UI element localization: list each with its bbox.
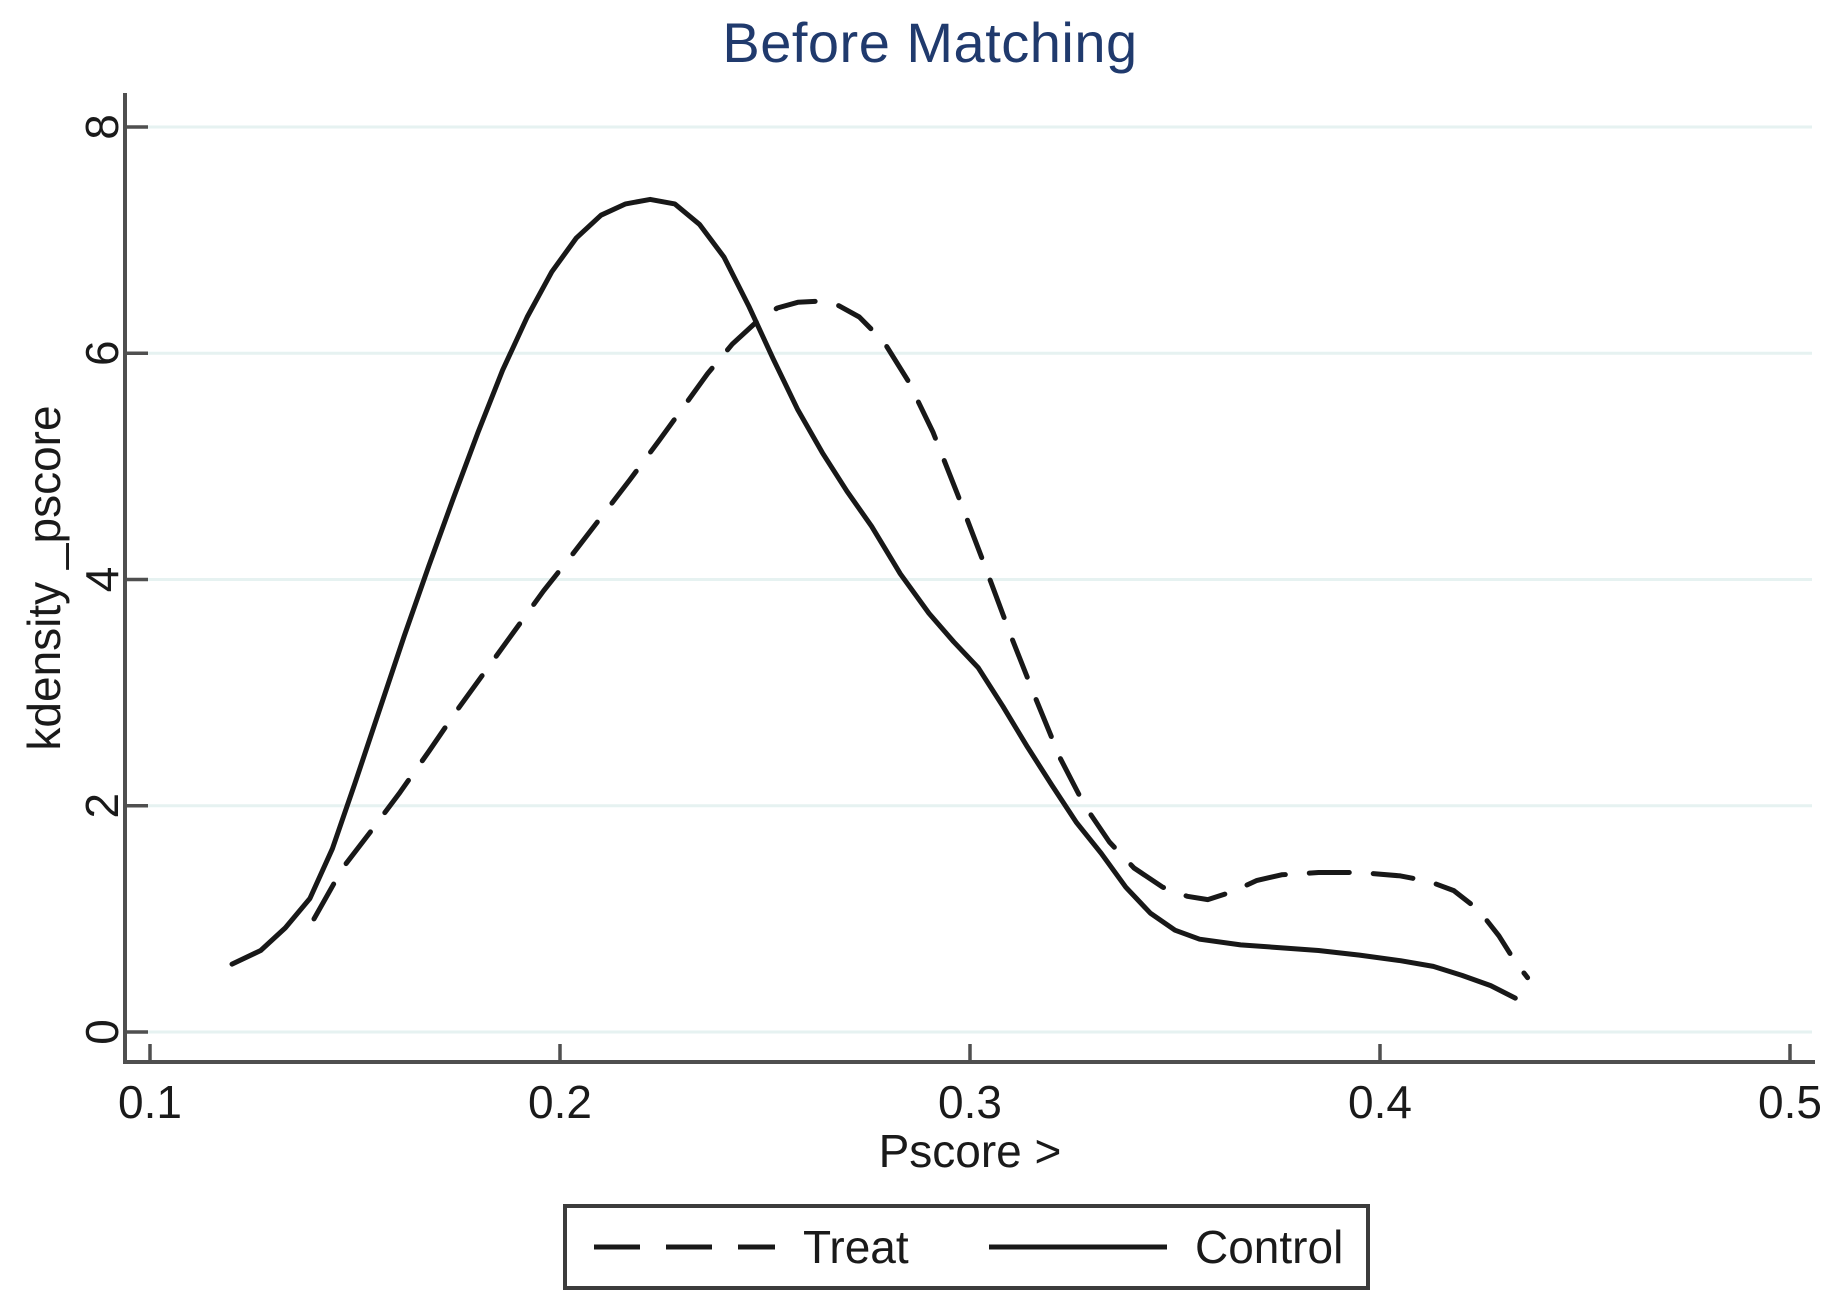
legend-item-control: Control	[987, 1208, 1343, 1286]
y-tick-label-6: 6	[76, 340, 128, 366]
solid-line-sample-icon	[989, 1244, 1167, 1250]
y-tick-label-0: 0	[76, 1019, 128, 1045]
x-tick-label-0.2: 0.2	[528, 1076, 592, 1128]
x-axis-title: Pscore >	[878, 1125, 1062, 1177]
legend-label-treat: Treat	[803, 1221, 909, 1273]
x-tick-label-0.3: 0.3	[938, 1076, 1002, 1128]
y-tick-label-2: 2	[76, 793, 128, 819]
y-axis-title: kdensity _pscore	[18, 405, 70, 751]
x-tick-label-0.1: 0.1	[118, 1076, 182, 1128]
series-line-control	[229, 196, 1518, 1001]
x-tick-label-0.5: 0.5	[1758, 1076, 1822, 1128]
dashed-line-sample-icon	[594, 1244, 775, 1250]
y-tick-label-4: 4	[76, 567, 128, 593]
legend: Treat Control	[563, 1204, 1370, 1290]
legend-item-treat: Treat	[592, 1208, 909, 1286]
y-tick-label-8: 8	[76, 114, 128, 140]
series-line-treat	[311, 298, 1531, 981]
chart-title: Before Matching	[722, 11, 1138, 74]
x-tick-label-0.4: 0.4	[1348, 1076, 1412, 1128]
legend-label-control: Control	[1195, 1221, 1344, 1273]
